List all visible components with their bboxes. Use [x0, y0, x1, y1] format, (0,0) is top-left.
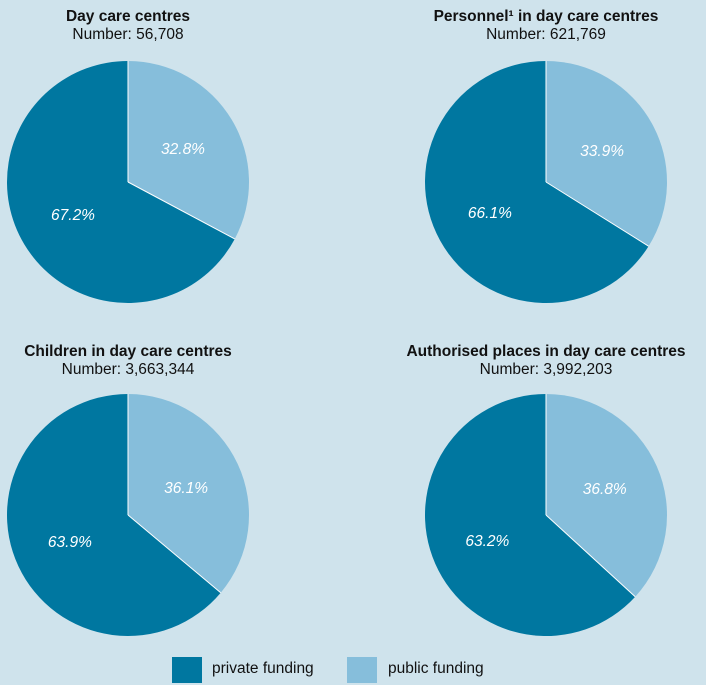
- slice-label-private: 63.2%: [465, 533, 509, 550]
- pie-slice-private: [6, 61, 235, 304]
- chart-subtitle: Number: 56,708: [72, 26, 184, 43]
- chart-subtitle: Number: 3,992,203: [479, 361, 613, 378]
- slice-label-private: 66.1%: [468, 205, 512, 222]
- chart-day-care-centres: Day care centres Number: 56,708: [0, 8, 278, 44]
- slice-label-private: 67.2%: [51, 207, 95, 224]
- chart-subtitle: Number: 621,769: [486, 26, 606, 43]
- chart-title: Personnel¹ in day care centres: [433, 8, 659, 25]
- chart-subtitle: Number: 3,663,344: [61, 361, 195, 378]
- pie-slice-private: [6, 393, 221, 636]
- pie-slice-public: [128, 61, 249, 239]
- legend-label-private: private funding: [212, 660, 314, 677]
- chart-authorised-places: Authorised places in day care centres Nu…: [396, 343, 696, 379]
- chart-title: Children in day care centres: [24, 343, 232, 360]
- pie-slice-private: [424, 394, 636, 636]
- slice-separator: [127, 181, 235, 240]
- chart-title: Authorised places in day care centres: [406, 343, 686, 360]
- chart-title: Day care centres: [65, 8, 191, 25]
- slice-label-public: 32.8%: [161, 141, 205, 158]
- chart-personnel: Personnel¹ in day care centres Number: 6…: [396, 8, 696, 44]
- legend-label-public: public funding: [388, 660, 484, 677]
- slice-separator: [545, 514, 636, 598]
- slice-separator: [545, 181, 649, 247]
- legend: private funding public funding: [0, 655, 706, 685]
- slice-label-public: 33.9%: [580, 143, 624, 160]
- pie-slice-public: [546, 61, 667, 247]
- pie-slice-private: [425, 61, 649, 303]
- slice-label-public: 36.1%: [164, 480, 208, 497]
- legend-swatch-public: [347, 657, 377, 683]
- pie-slice-public: [128, 394, 250, 593]
- slice-label-private: 63.9%: [48, 534, 92, 551]
- slice-separator: [127, 514, 222, 594]
- legend-swatch-private: [172, 657, 202, 683]
- chart-children: Children in day care centres Number: 3,6…: [0, 343, 278, 379]
- pie-slice-public: [546, 394, 667, 597]
- slice-label-public: 36.8%: [583, 481, 627, 498]
